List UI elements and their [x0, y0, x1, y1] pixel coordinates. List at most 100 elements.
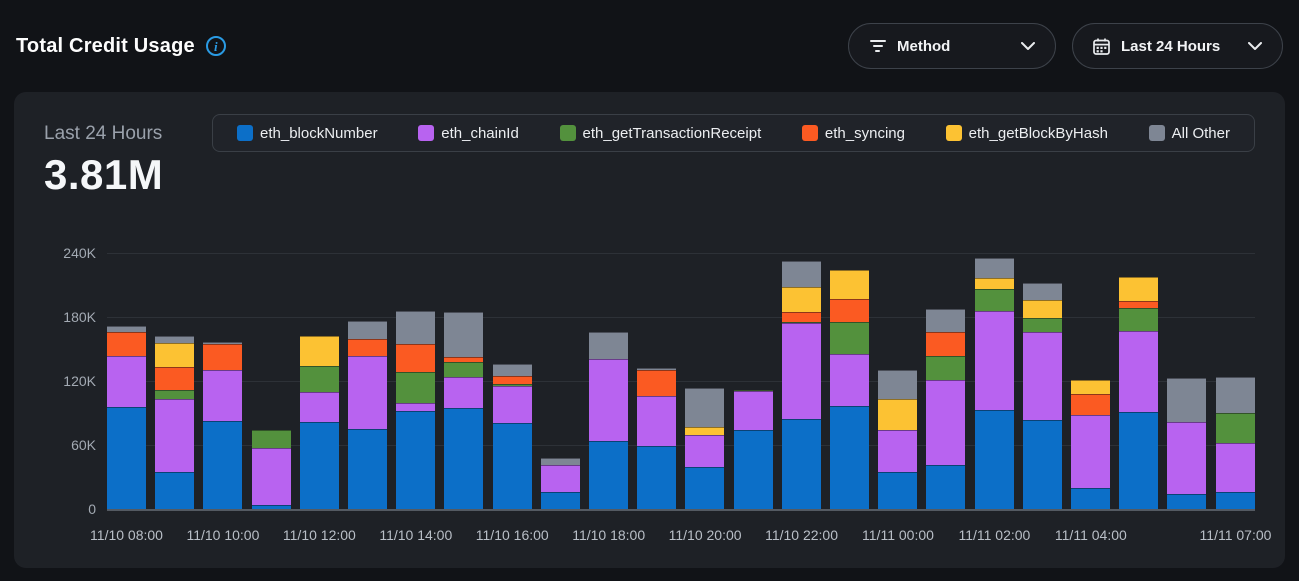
chart-bar[interactable]	[251, 253, 291, 509]
info-icon[interactable]: i	[205, 36, 226, 56]
bar-segment-eth_blockNumber[interactable]	[203, 421, 243, 509]
bar-segment-eth_chainId[interactable]	[155, 399, 195, 472]
chart-bar[interactable]	[685, 253, 725, 509]
chart-bar[interactable]	[396, 253, 436, 509]
bar-segment-eth_chainId[interactable]	[299, 391, 339, 423]
bar-segment-All Other[interactable]	[540, 458, 580, 465]
bar-segment-eth_blockNumber[interactable]	[1215, 491, 1255, 509]
bar-segment-eth_blockNumber[interactable]	[830, 405, 870, 509]
bar-segment-eth_getTransactionReceipt[interactable]	[251, 430, 291, 449]
chart-bar[interactable]	[974, 253, 1014, 509]
bar-segment-eth_chainId[interactable]	[1215, 442, 1255, 492]
bar-segment-eth_getBlockByHash[interactable]	[878, 399, 918, 431]
bar-segment-eth_blockNumber[interactable]	[1119, 412, 1159, 509]
bar-segment-All Other[interactable]	[878, 369, 918, 400]
bar-segment-eth_getTransactionReceipt[interactable]	[830, 321, 870, 355]
bar-segment-eth_blockNumber[interactable]	[974, 409, 1014, 509]
bar-segment-eth_syncing[interactable]	[348, 339, 388, 356]
bar-segment-eth_chainId[interactable]	[637, 396, 677, 446]
chart-bar[interactable]	[444, 253, 484, 509]
chart-bar[interactable]	[878, 253, 918, 509]
bar-segment-eth_chainId[interactable]	[1167, 422, 1207, 495]
bar-segment-eth_getTransactionReceipt[interactable]	[974, 288, 1014, 311]
bar-segment-eth_chainId[interactable]	[733, 391, 773, 431]
bar-segment-eth_chainId[interactable]	[878, 430, 918, 472]
bar-segment-All Other[interactable]	[492, 363, 532, 377]
chart-bar[interactable]	[540, 253, 580, 509]
bar-segment-eth_getBlockByHash[interactable]	[1022, 299, 1062, 319]
chart-bar[interactable]	[781, 253, 821, 509]
bar-segment-eth_getBlockByHash[interactable]	[830, 270, 870, 300]
bar-segment-eth_chainId[interactable]	[926, 379, 966, 466]
legend-item[interactable]: eth_chainId	[418, 125, 519, 142]
chart-bar[interactable]	[203, 253, 243, 509]
bar-segment-eth_blockNumber[interactable]	[1071, 487, 1111, 509]
chart-bar[interactable]	[107, 253, 146, 509]
bar-segment-eth_chainId[interactable]	[348, 355, 388, 429]
bar-segment-eth_blockNumber[interactable]	[396, 410, 436, 509]
bar-segment-eth_chainId[interactable]	[1071, 414, 1111, 488]
bar-segment-eth_chainId[interactable]	[492, 385, 532, 424]
chart-bar[interactable]	[1119, 253, 1159, 509]
bar-segment-eth_syncing[interactable]	[107, 331, 146, 356]
bar-segment-eth_getTransactionReceipt[interactable]	[444, 361, 484, 377]
method-dropdown[interactable]: Method	[848, 23, 1056, 69]
bar-segment-eth_getBlockByHash[interactable]	[781, 287, 821, 312]
chart-bar[interactable]	[299, 253, 339, 509]
legend-item[interactable]: eth_blockNumber	[237, 125, 378, 142]
bar-segment-eth_getBlockByHash[interactable]	[974, 277, 1014, 289]
bar-segment-All Other[interactable]	[926, 309, 966, 332]
bar-segment-eth_getTransactionReceipt[interactable]	[396, 372, 436, 403]
bar-segment-eth_syncing[interactable]	[203, 344, 243, 371]
bar-segment-eth_chainId[interactable]	[107, 355, 146, 407]
bar-segment-eth_blockNumber[interactable]	[540, 492, 580, 509]
bar-segment-All Other[interactable]	[589, 331, 629, 360]
legend-item[interactable]: eth_getBlockByHash	[945, 125, 1108, 142]
bar-segment-All Other[interactable]	[155, 336, 195, 344]
bar-segment-eth_blockNumber[interactable]	[299, 422, 339, 509]
bar-segment-eth_blockNumber[interactable]	[637, 445, 677, 509]
chart-bar[interactable]	[1022, 253, 1062, 509]
bar-segment-eth_getBlockByHash[interactable]	[1119, 277, 1159, 302]
bar-segment-eth_getBlockByHash[interactable]	[685, 427, 725, 436]
bar-segment-eth_chainId[interactable]	[444, 376, 484, 409]
chart-bar[interactable]	[1167, 253, 1207, 509]
chart-bar[interactable]	[348, 253, 388, 509]
bar-segment-eth_syncing[interactable]	[781, 311, 821, 322]
bar-segment-All Other[interactable]	[685, 388, 725, 428]
chart-bar[interactable]	[155, 253, 195, 509]
bar-segment-eth_blockNumber[interactable]	[1167, 494, 1207, 509]
bar-segment-eth_blockNumber[interactable]	[733, 430, 773, 509]
bar-segment-eth_syncing[interactable]	[444, 356, 484, 362]
bar-segment-eth_syncing[interactable]	[637, 370, 677, 397]
bar-segment-eth_getTransactionReceipt[interactable]	[299, 365, 339, 392]
bar-segment-eth_blockNumber[interactable]	[492, 423, 532, 509]
chart-bar[interactable]	[492, 253, 532, 509]
bar-segment-eth_blockNumber[interactable]	[155, 471, 195, 509]
bar-segment-eth_blockNumber[interactable]	[926, 465, 966, 509]
bar-segment-eth_blockNumber[interactable]	[348, 429, 388, 509]
legend-item[interactable]: eth_getTransactionReceipt	[559, 125, 761, 142]
bar-segment-All Other[interactable]	[444, 311, 484, 357]
bar-segment-eth_chainId[interactable]	[685, 435, 725, 468]
bar-segment-eth_getTransactionReceipt[interactable]	[1119, 308, 1159, 332]
bar-segment-eth_chainId[interactable]	[251, 448, 291, 505]
chart-bar[interactable]	[830, 253, 870, 509]
bar-segment-All Other[interactable]	[1167, 377, 1207, 423]
legend-item[interactable]: eth_syncing	[801, 125, 905, 142]
bar-segment-eth_getTransactionReceipt[interactable]	[1022, 318, 1062, 333]
bar-segment-All Other[interactable]	[107, 325, 146, 332]
bar-segment-eth_getTransactionReceipt[interactable]	[1215, 413, 1255, 443]
chart-bar[interactable]	[1071, 253, 1111, 509]
bar-segment-eth_syncing[interactable]	[396, 344, 436, 373]
time-range-dropdown[interactable]: Last 24 Hours	[1072, 23, 1283, 69]
bar-segment-eth_chainId[interactable]	[830, 354, 870, 406]
bar-segment-eth_blockNumber[interactable]	[781, 418, 821, 509]
chart-bar[interactable]	[733, 253, 773, 509]
bar-segment-eth_getBlockByHash[interactable]	[155, 343, 195, 368]
bar-segment-eth_blockNumber[interactable]	[685, 467, 725, 509]
bar-segment-eth_chainId[interactable]	[396, 402, 436, 411]
bar-segment-eth_syncing[interactable]	[926, 331, 966, 356]
bar-segment-eth_chainId[interactable]	[203, 370, 243, 421]
chart-bar[interactable]	[637, 253, 677, 509]
